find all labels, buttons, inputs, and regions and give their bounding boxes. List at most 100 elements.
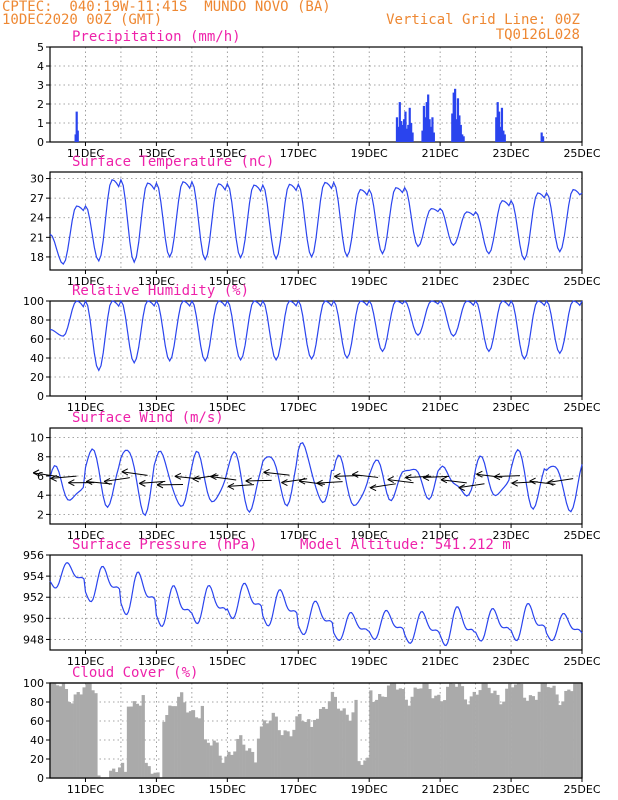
wind-arrow-shaft — [370, 483, 396, 489]
cloud-bar — [345, 714, 349, 778]
wind-arrow-head — [334, 472, 341, 480]
panel-frame — [49, 300, 583, 397]
precip-bar — [499, 126, 502, 142]
cloud-bar — [67, 702, 71, 778]
cloud-bar — [466, 704, 470, 778]
cloud-bar — [321, 707, 326, 778]
precip-bar — [405, 128, 408, 142]
cloud-bar — [250, 751, 255, 778]
cloud-bar — [416, 688, 420, 778]
wind-arrow-shaft — [121, 471, 148, 476]
cloud-bar — [357, 761, 361, 778]
cloud-bar — [386, 685, 391, 778]
cloud-bar — [579, 683, 583, 778]
wind-arrow-shaft — [423, 475, 450, 479]
cloud-bar — [301, 721, 305, 778]
chart-header: CPTEC: 040:19W-11:41S MUNDO NOVO (BA) 10… — [0, 0, 618, 48]
cloud-bar — [446, 686, 450, 778]
cloud-bar — [342, 708, 346, 778]
wind-arrow-shaft — [139, 480, 166, 484]
cloud-bar — [516, 683, 521, 778]
panel-title: Precipitation (mm/h) — [72, 29, 241, 45]
cloud-bar — [502, 701, 506, 778]
x-tick-label: 17DEC — [280, 783, 317, 796]
cloud-bar — [227, 751, 231, 778]
y-tick-label: 60 — [30, 333, 44, 346]
x-tick-label: 21DEC — [422, 529, 459, 542]
x-tick-label: 19DEC — [351, 147, 388, 160]
cloud-bar — [449, 683, 453, 778]
cloud-bar — [558, 705, 562, 778]
wind-arrow-shaft — [192, 474, 219, 480]
cloud-bar — [79, 694, 83, 778]
precip-bar — [422, 105, 426, 142]
cloud-bar — [567, 689, 571, 778]
cloud-bar — [50, 683, 54, 778]
cloud-bar — [73, 694, 77, 778]
cloud-bar — [132, 701, 137, 778]
x-tick-label: 13DEC — [138, 655, 175, 668]
cloud-bar — [508, 683, 512, 778]
cloud-bar — [573, 683, 577, 778]
grid-info-line: Vertical Grid Line: 00Z — [386, 12, 580, 28]
precip-bar — [456, 98, 460, 142]
panel-title: Surface Temperature (nC) — [72, 154, 274, 170]
cloud-bar — [292, 729, 296, 778]
cloud-bar — [369, 690, 373, 778]
cloud-bar — [289, 736, 293, 778]
cloud-bar — [268, 720, 272, 778]
cloud-bar — [206, 742, 210, 778]
precip-bar — [455, 119, 458, 142]
wind-arrow-head — [281, 479, 288, 486]
wind-arrow-head — [210, 473, 217, 480]
panel-frame — [49, 46, 583, 143]
cloud-bar — [194, 717, 199, 778]
cloud-bar — [564, 690, 568, 778]
cloud-bar — [525, 700, 530, 778]
cloud-bar — [460, 686, 465, 778]
x-tick-label: 19DEC — [351, 529, 388, 542]
cloud-bar — [324, 708, 329, 778]
cloud-bar — [543, 683, 547, 778]
cloud-bar — [484, 683, 488, 778]
precip-bar — [498, 111, 501, 142]
cloud-bar — [117, 767, 122, 778]
cloud-bar — [156, 772, 160, 778]
precip-bar — [397, 126, 400, 142]
wind-arrow-head — [511, 479, 518, 487]
x-tick-label: 23DEC — [493, 655, 530, 668]
x-tick-label: 11DEC — [67, 401, 104, 414]
wind-arrow-head — [316, 479, 323, 487]
y-tick-label: 4 — [37, 489, 44, 502]
cloud-bar — [253, 762, 258, 778]
wind-arrow-shaft — [352, 473, 379, 478]
cloud-bar — [505, 688, 509, 778]
y-tick-label: 0 — [37, 390, 44, 403]
cloud-bar — [381, 696, 385, 778]
precip-bar — [425, 102, 428, 142]
cloud-bar — [410, 696, 414, 778]
cloud-bar — [366, 757, 370, 778]
cloud-bar — [431, 698, 435, 778]
panel-title: Relative Humidity (%) — [72, 283, 249, 299]
wind-arrow-head — [493, 473, 501, 481]
precip-bar — [454, 88, 457, 142]
precip-bar — [428, 119, 431, 142]
precip-bar — [452, 92, 455, 142]
cloud-bar — [336, 708, 340, 778]
cloud-bar — [265, 723, 270, 778]
cloud-bar — [546, 687, 550, 778]
panel-title: Cloud Cover (%) — [72, 665, 198, 681]
panel-frame — [49, 682, 583, 779]
cloud-bar — [221, 762, 225, 778]
y-tick-label: 27 — [30, 192, 44, 205]
cloud-bar — [333, 696, 337, 778]
precip-bar — [424, 117, 427, 142]
cloud-bar — [180, 692, 184, 778]
x-tick-label: 19DEC — [351, 401, 388, 414]
wind-arrow-head — [422, 474, 430, 481]
precip-bar — [76, 130, 79, 142]
cloud-bar — [475, 694, 479, 778]
wind-arrow-head — [85, 478, 93, 485]
cloud-bar — [245, 750, 249, 778]
